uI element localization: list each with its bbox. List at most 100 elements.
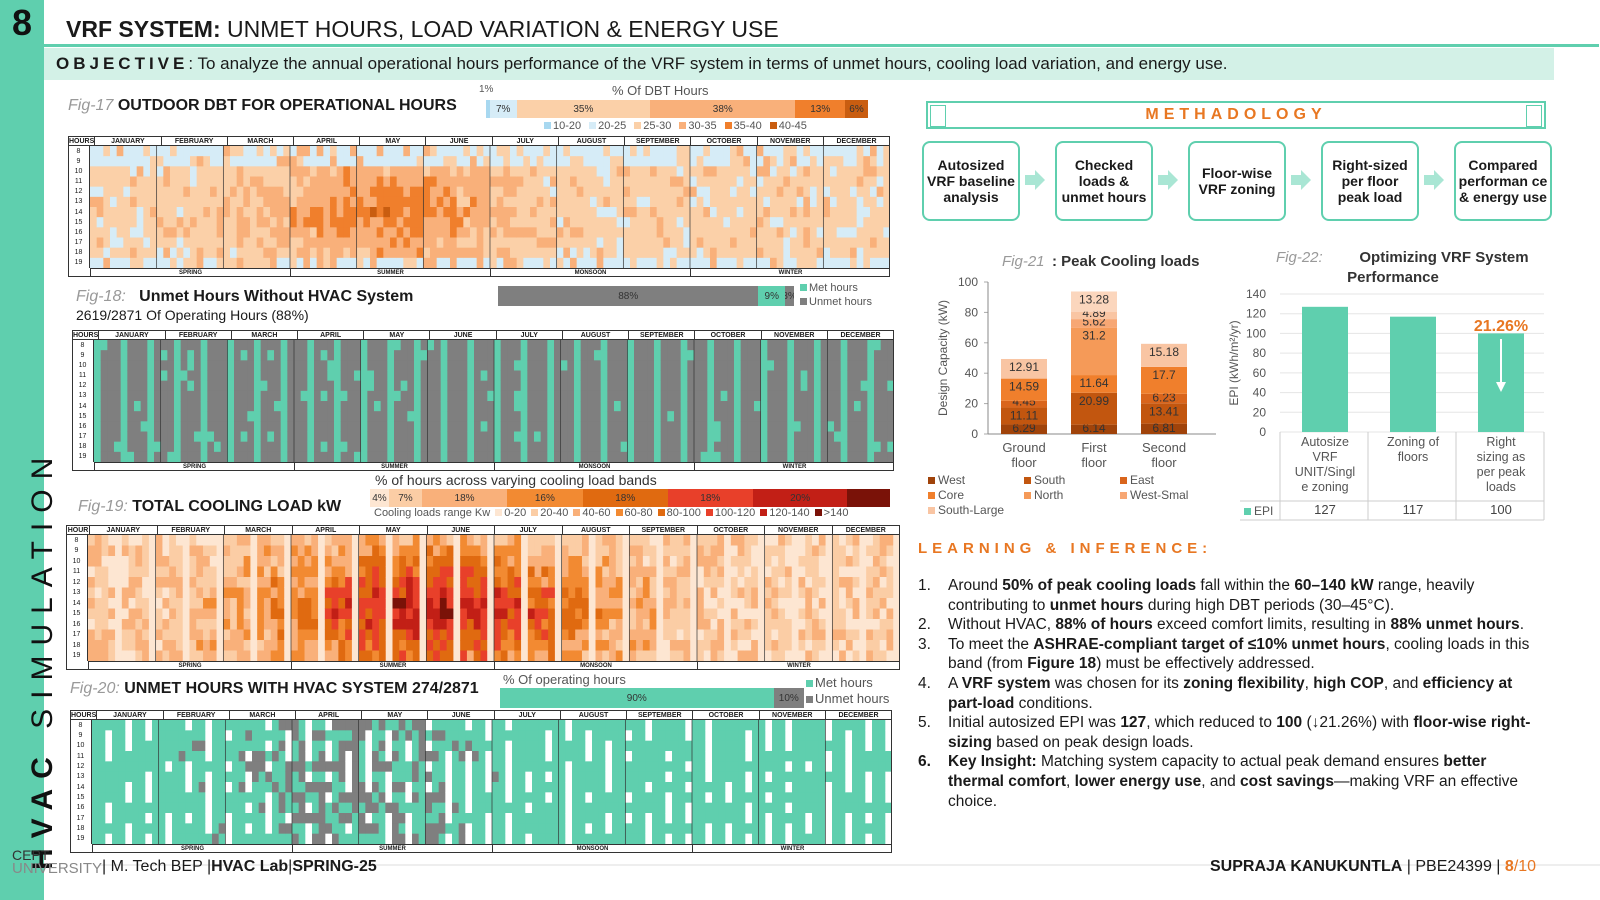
hour-label: 9 bbox=[78, 731, 83, 739]
hour-label: 14 bbox=[74, 208, 83, 216]
month-label: NOVEMBER bbox=[764, 526, 832, 534]
legend-label: Core bbox=[938, 488, 964, 502]
legend-entry: 40-45 bbox=[769, 120, 807, 132]
learning-item: 4. A VRF system was chosen for its zoning… bbox=[918, 674, 1513, 712]
hour-label: 12 bbox=[78, 382, 87, 390]
legend-entry: 80-100 bbox=[657, 507, 701, 519]
fig20-title: Fig-20: UNMET HOURS WITH HVAC SYSTEM 274… bbox=[70, 680, 479, 697]
bar-segment: 35% bbox=[516, 100, 651, 118]
hour-label: 11 bbox=[78, 372, 87, 380]
heatmap-cells bbox=[94, 340, 894, 462]
season-axis: SPRING SUMMER MONSOON WINTER bbox=[92, 844, 892, 853]
hour-label: 13 bbox=[76, 773, 85, 781]
learning-item: 2. Without HVAC, 88% of hours exceed comf… bbox=[918, 616, 1524, 634]
season-label: MONSOON bbox=[494, 662, 697, 670]
hour-label: 15 bbox=[78, 412, 87, 420]
month-label: JULY bbox=[491, 137, 558, 145]
season-label: SPRING bbox=[94, 463, 294, 471]
month-label: JUNE bbox=[429, 331, 495, 339]
hour-label: 11 bbox=[72, 568, 81, 576]
footer-divider bbox=[100, 864, 1600, 866]
month-label: FEBRUARY bbox=[156, 526, 225, 534]
y-tick: 100 bbox=[958, 275, 978, 289]
season-label: SUMMER bbox=[292, 845, 492, 853]
month-label: NOVEMBER bbox=[760, 331, 827, 339]
data-label: 14.59 bbox=[1009, 380, 1039, 394]
learning-item: 6. Key Insight: Matching system capacity … bbox=[918, 753, 1519, 810]
vertical-section-title: HVAC SIMULATION bbox=[26, 447, 59, 870]
legend-entry: 35-40 bbox=[724, 120, 762, 132]
hour-label: 18 bbox=[76, 824, 85, 832]
month-header: HOURS JANUARY FEBRUARY MARCH APRIL MAY JUNE JUL… bbox=[70, 710, 892, 720]
bar-segment: 18% bbox=[667, 489, 753, 507]
hour-label: 8 bbox=[76, 147, 81, 155]
fig19-legend-title: % of hours across varying cooling load b… bbox=[375, 472, 657, 488]
legend-label: South bbox=[1034, 473, 1065, 487]
legend-entry: 25-30 bbox=[634, 120, 671, 132]
bar-segment: 38% bbox=[650, 100, 796, 118]
month-label: MAY bbox=[359, 137, 425, 145]
season-label: SUMMER bbox=[294, 463, 494, 471]
month-label: MARCH bbox=[230, 331, 297, 339]
hour-label: 17 bbox=[72, 631, 81, 639]
month-label: JULY bbox=[495, 331, 562, 339]
month-label: SEPTEMBER bbox=[628, 331, 694, 339]
legend-entry: Unmet hours bbox=[800, 295, 872, 309]
month-label: JANUARY bbox=[98, 331, 164, 339]
fig18-met-unmet-bar: 88%9%3% bbox=[498, 286, 794, 306]
bar-segment bbox=[1071, 291, 1117, 312]
header-divider bbox=[44, 44, 1599, 47]
legend-swatch bbox=[928, 507, 935, 514]
data-label: 12.91 bbox=[1009, 360, 1039, 374]
legend-entry: 20-25 bbox=[589, 120, 626, 132]
arrow-right-icon bbox=[1424, 170, 1444, 190]
legend-entry: 120-140 bbox=[760, 507, 810, 519]
month-label: OCTOBER bbox=[690, 137, 756, 145]
x-category-label: Second floor bbox=[1142, 440, 1186, 470]
hour-label: 16 bbox=[78, 422, 87, 430]
data-label: 13.28 bbox=[1079, 292, 1109, 306]
month-label: SEPTEMBER bbox=[629, 526, 697, 534]
month-header: HOURS JANUARY FEBRUARY MARCH APRIL MAY JUNE JUL… bbox=[72, 330, 894, 340]
legend-entry: Met hours bbox=[806, 675, 889, 691]
month-label: OCTOBER bbox=[694, 331, 760, 339]
y-tick: 0 bbox=[1259, 425, 1266, 439]
legend-entry: 100-120 bbox=[705, 507, 755, 519]
cept-logo: CEPT UNIVERSITY bbox=[12, 847, 103, 877]
legend-entry: 60-80 bbox=[615, 507, 653, 519]
fig22-epi-chart: Fig-22: Optimizing VRF System Performance E… bbox=[1227, 249, 1545, 521]
y-tick: 60 bbox=[1253, 366, 1267, 380]
bar-segment: 18% bbox=[421, 489, 508, 507]
bar-segment: 6% bbox=[845, 100, 868, 118]
hours-label: HOURS bbox=[71, 712, 97, 719]
y-tick: 140 bbox=[1246, 287, 1266, 301]
arrow-right-icon bbox=[1025, 170, 1045, 190]
season-axis: SPRING SUMMER MONSOON WINTER bbox=[90, 268, 890, 277]
bar-segment: 13% bbox=[795, 100, 846, 118]
month-label: APRIL bbox=[292, 137, 359, 145]
season-label: SUMMER bbox=[290, 269, 490, 277]
season-label: WINTER bbox=[690, 269, 890, 277]
hour-label: 15 bbox=[72, 610, 81, 618]
month-label: AUGUST bbox=[561, 526, 630, 534]
y-tick: 20 bbox=[1253, 405, 1267, 419]
bar-segment: 16% bbox=[507, 489, 583, 507]
fig19-title: Fig-19: TOTAL COOLING LOAD kW bbox=[78, 498, 342, 515]
learning-item: 1. Around 50% of peak cooling loads fall … bbox=[918, 577, 1475, 614]
legend-entry: 30-35 bbox=[679, 120, 717, 132]
methodology-title: METHADOLOGY bbox=[926, 101, 1546, 129]
hour-axis: 8 9 10 11 12 13 14 15 16 17 18 19 bbox=[68, 146, 90, 268]
fig22-title-num: Fig-22: bbox=[1276, 249, 1323, 266]
bar-segment bbox=[1001, 407, 1047, 425]
season-axis: SPRING SUMMER MONSOON WINTER bbox=[94, 462, 894, 471]
hour-label: 8 bbox=[78, 721, 83, 729]
month-label: AUGUST bbox=[559, 711, 626, 719]
bar-segment bbox=[1001, 424, 1047, 434]
legend-swatch bbox=[928, 477, 935, 484]
bar-segment bbox=[1071, 375, 1117, 393]
hour-label: 12 bbox=[72, 578, 81, 586]
month-label: MARCH bbox=[224, 526, 292, 534]
arrow-right-icon bbox=[1158, 170, 1178, 190]
learning-item: 3. To meet the ASHRAE-compliant target of… bbox=[918, 635, 1530, 673]
legend-label: Cooling loads range Kw bbox=[374, 507, 491, 519]
